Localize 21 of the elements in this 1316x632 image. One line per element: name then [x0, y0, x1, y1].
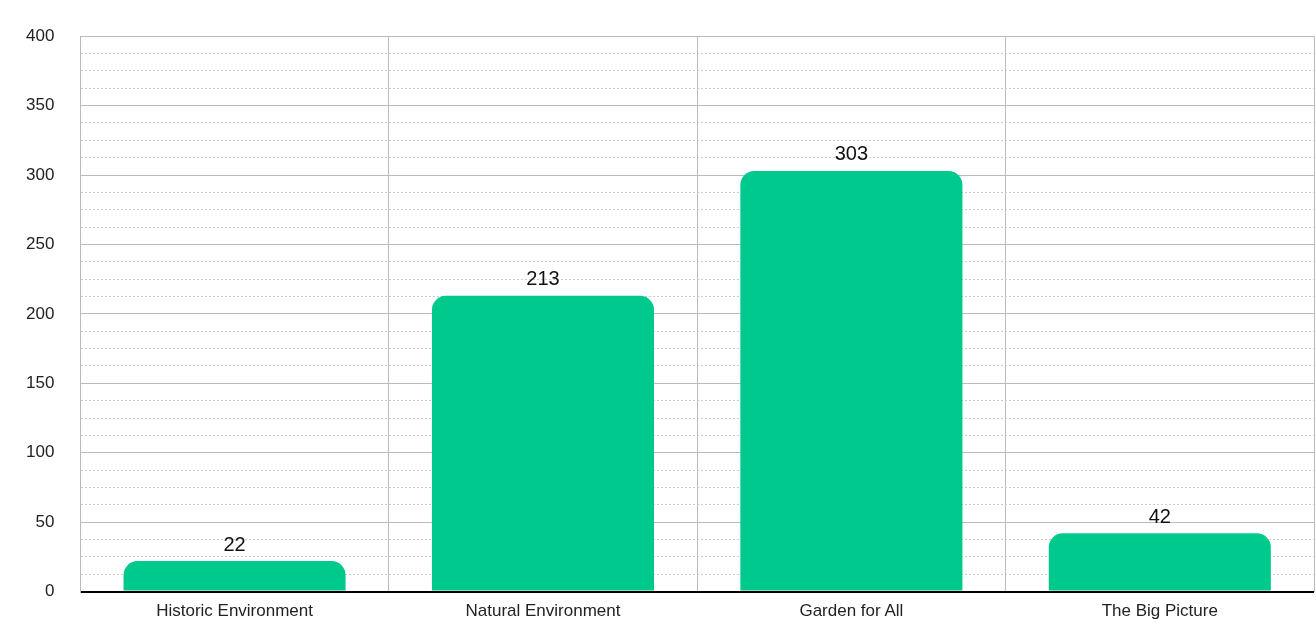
y-tick-label: 200 — [25, 303, 55, 323]
data-label: 213 — [526, 267, 560, 290]
x-tick-label: The Big Picture — [1101, 601, 1218, 621]
y-tick-label: 0 — [44, 581, 55, 601]
bar — [740, 170, 963, 591]
bar — [123, 561, 346, 591]
x-tick-label: Garden for All — [799, 601, 904, 621]
bar — [1048, 533, 1271, 591]
x-tick-label: Historic Environment — [156, 601, 314, 621]
y-tick-label: 300 — [25, 164, 55, 184]
y-tick-label: 50 — [35, 511, 55, 531]
data-label: 42 — [1148, 504, 1171, 527]
data-label: 22 — [223, 532, 246, 555]
y-tick-label: 250 — [25, 234, 55, 254]
y-tick-label: 100 — [25, 442, 55, 462]
y-tick-label: 400 — [25, 25, 55, 45]
y-tick-label: 150 — [25, 373, 55, 393]
y-tick-label: 350 — [25, 95, 55, 115]
x-tick-label: Natural Environment — [465, 601, 621, 621]
bar — [431, 295, 655, 591]
data-label: 303 — [834, 142, 869, 165]
